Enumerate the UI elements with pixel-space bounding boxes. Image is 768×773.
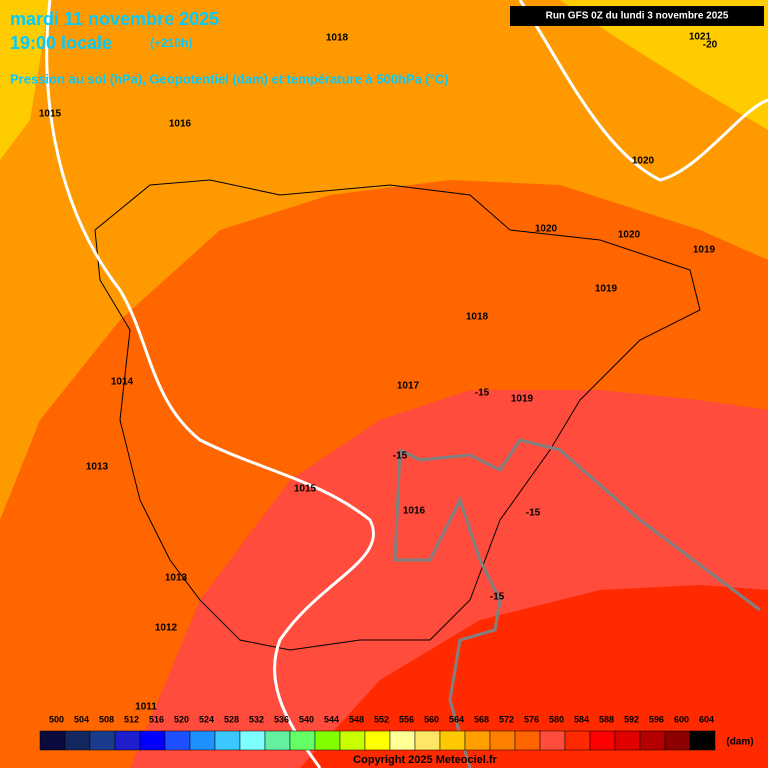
lead-time: (+210h) (150, 36, 192, 50)
isobar-label: 1012 (155, 623, 178, 634)
isobar-label: 1020 (632, 156, 655, 167)
legend-value: 536 (274, 714, 289, 724)
isobar-label: -15 (526, 508, 541, 519)
isobar-label: 1015 (39, 109, 62, 120)
subtitle: 19:00 locale (10, 33, 112, 53)
legend-swatch (214, 730, 241, 751)
isobar-label: 1020 (618, 230, 641, 241)
legend-swatch (689, 730, 716, 751)
legend-value: 528 (224, 714, 239, 724)
legend-value: 580 (549, 714, 564, 724)
legend-swatch (664, 730, 691, 751)
legend-swatch (189, 730, 216, 751)
copyright: Copyright 2025 Meteociel.fr (353, 754, 497, 766)
legend-swatch (414, 730, 441, 751)
isobar-label: 1016 (403, 506, 426, 517)
legend-value: 500 (49, 714, 64, 724)
isobar-label: 1015 (294, 484, 317, 495)
isobar-label: 1013 (165, 573, 188, 584)
isobar-label: 1013 (86, 462, 109, 473)
legend-value: 508 (99, 714, 114, 724)
legend: 500 504 508 512 516 520 524 528 532 536 540 544 548 5… (39, 714, 716, 751)
legend-value: 556 (399, 714, 414, 724)
legend-value: 592 (624, 714, 639, 724)
isobar-label: 1017 (397, 381, 420, 392)
legend-swatch (39, 730, 66, 751)
isobar-thick (518, 0, 768, 182)
isotherm (399, 438, 761, 612)
band-yellow-west (0, 0, 50, 160)
legend-swatch (539, 730, 566, 751)
legend-swatch (89, 730, 116, 751)
legend-swatch (264, 730, 291, 751)
run-box (510, 6, 764, 26)
legend-value: 584 (574, 714, 589, 724)
isobar-label: 1019 (693, 245, 716, 256)
legend-value: 548 (349, 714, 364, 724)
legend-unit: (dam) (726, 737, 753, 748)
isobar-label: 1018 (326, 33, 349, 44)
isobar-label: -20 (703, 40, 718, 51)
isobar-label: 1011 (135, 702, 157, 713)
legend-value: 504 (74, 714, 89, 724)
legend-value: 572 (499, 714, 514, 724)
isobar-thick (45, 0, 375, 769)
isobar-label: -15 (393, 451, 408, 462)
legend-value: 600 (674, 714, 689, 724)
labels: 1018 1015 1016 1020 1020 1020 1019 1019 1018 1017… (39, 32, 718, 713)
legend-swatch (139, 730, 166, 751)
isobar-label: 1019 (511, 394, 534, 405)
legend-value: 512 (124, 714, 139, 724)
legend-value: 516 (149, 714, 164, 724)
legend-value: 576 (524, 714, 539, 724)
isobar-label: 1016 (169, 119, 192, 130)
legend-swatch (114, 730, 141, 751)
run-info: Run GFS 0Z du lundi 3 novembre 2025 (546, 11, 729, 22)
legend-swatch (614, 730, 641, 751)
legend-swatch (514, 730, 541, 751)
legend-swatch (389, 730, 416, 751)
isotherm (393, 449, 502, 769)
isobar-label: 1019 (595, 284, 618, 295)
legend-value: 560 (424, 714, 439, 724)
band-red (300, 585, 768, 768)
legend-swatch (489, 730, 516, 751)
legend-swatch (364, 730, 391, 751)
legend-swatch (589, 730, 616, 751)
description: Pression au sol (hPa), Geopotentiel (dam… (10, 71, 449, 86)
isobar-label: -15 (475, 388, 490, 399)
legend-value: 588 (599, 714, 614, 724)
isobar-label: 1021 (689, 32, 712, 43)
legend-swatch (564, 730, 591, 751)
legend-swatch (639, 730, 666, 751)
legend-swatch (289, 730, 316, 751)
legend-value: 596 (649, 714, 664, 724)
isobar-label: 1014 (111, 377, 134, 388)
isobar-label: -15 (490, 592, 505, 603)
legend-swatch (239, 730, 266, 751)
legend-value: 520 (174, 714, 189, 724)
legend-swatch (464, 730, 491, 751)
legend-swatch (339, 730, 366, 751)
legend-swatch (64, 730, 91, 751)
legend-value: 604 (699, 714, 714, 724)
legend-value: 532 (249, 714, 264, 724)
legend-swatch (314, 730, 341, 751)
legend-value: 544 (324, 714, 339, 724)
legend-value: 540 (299, 714, 314, 724)
legend-swatch (439, 730, 466, 751)
isobar-label: 1018 (466, 312, 489, 323)
legend-value: 564 (449, 714, 464, 724)
legend-swatch (164, 730, 191, 751)
legend-value: 524 (199, 714, 214, 724)
legend-value: 552 (374, 714, 389, 724)
band-yellow-ne (560, 0, 768, 130)
coastline (94, 179, 701, 651)
legend-value: 568 (474, 714, 489, 724)
isobar-label: 1020 (535, 224, 558, 235)
title: mardi 11 novembre 2025 (10, 9, 219, 29)
